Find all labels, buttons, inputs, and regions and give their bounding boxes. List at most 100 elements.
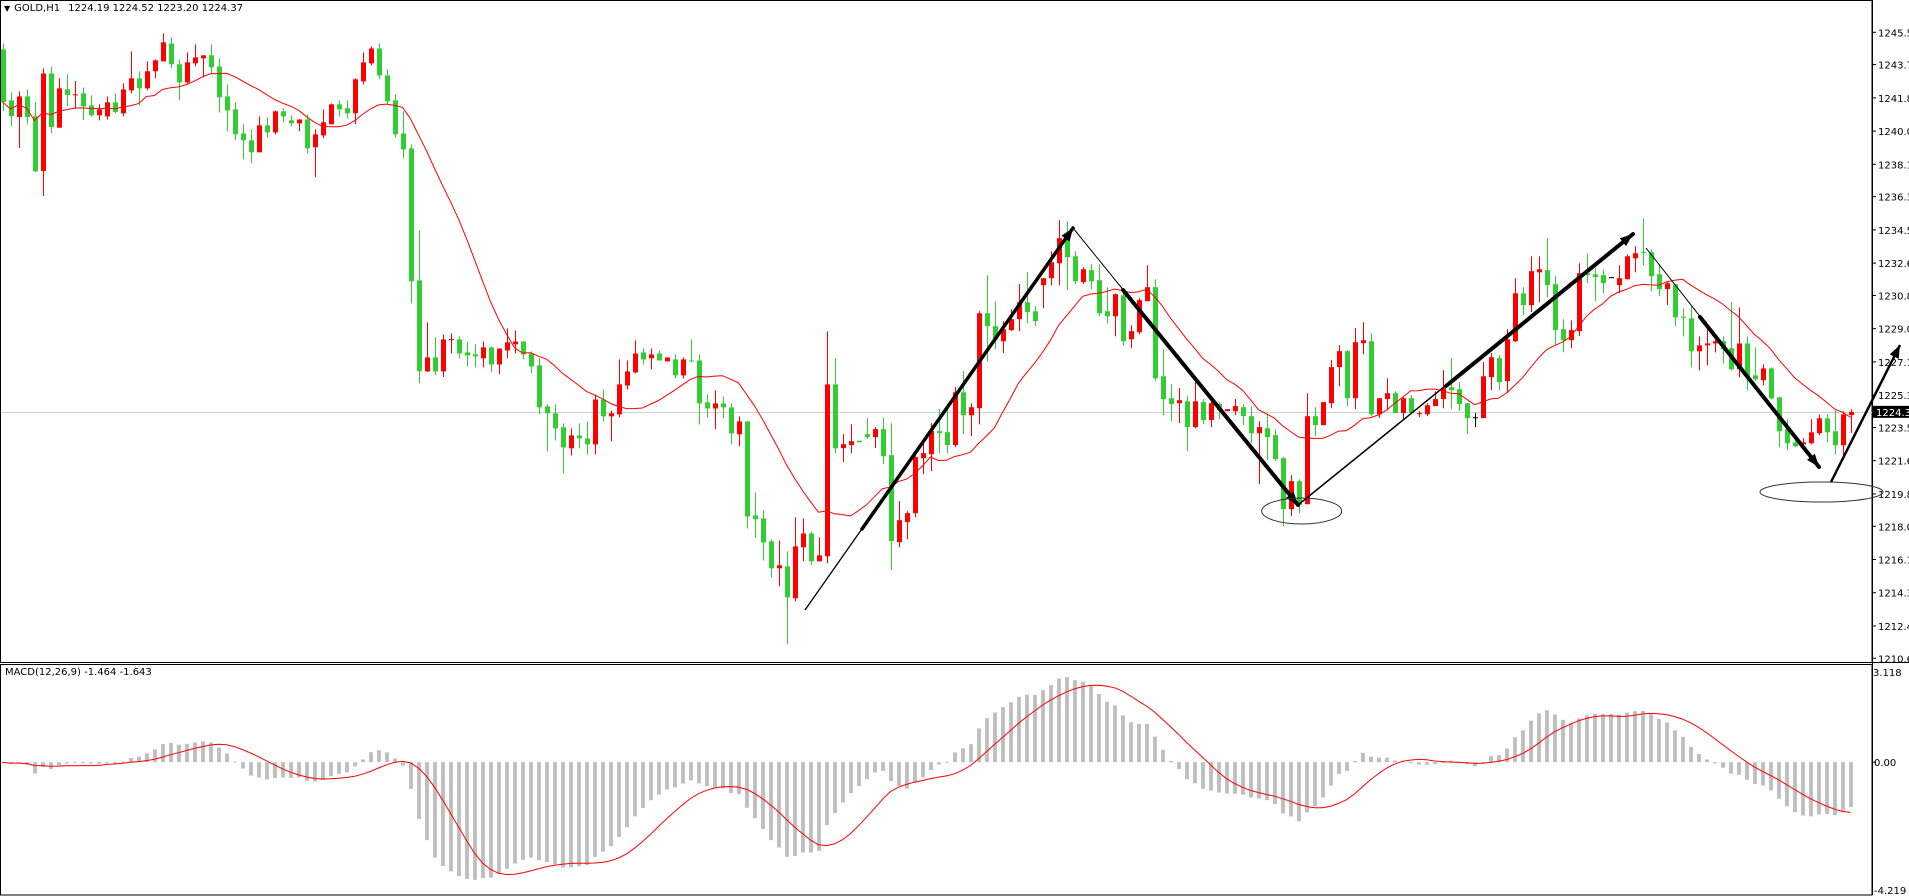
price-axis-label: 1221.65 [1878, 457, 1909, 468]
candle-body [985, 313, 990, 327]
macd-bar [1761, 762, 1765, 786]
candle-body [993, 326, 998, 340]
candle [1345, 350, 1350, 407]
candle-body [233, 109, 238, 135]
macd-bar [1681, 736, 1685, 763]
candle-body [1513, 293, 1518, 342]
candle-body [1793, 442, 1798, 447]
candle [1361, 322, 1366, 355]
triangle-down-icon[interactable]: ▼ [4, 4, 11, 13]
macd-bar [1817, 762, 1821, 815]
candle [745, 421, 750, 529]
candle [1641, 218, 1646, 266]
candle-wick [451, 333, 452, 354]
macd-bar [193, 742, 197, 763]
candle-body [705, 402, 710, 409]
macd-bar [1417, 762, 1421, 765]
macd-bar [1649, 714, 1653, 763]
candle-body [1137, 300, 1142, 333]
candle-body [673, 359, 678, 376]
candle-wick [1715, 337, 1716, 353]
candle-body [513, 341, 518, 345]
candle [377, 43, 382, 80]
candle-body [1001, 329, 1006, 342]
candle [1185, 396, 1190, 452]
candle-body [289, 120, 294, 124]
ohlc-label: 1224.19 1224.52 1223.20 1224.37 [68, 3, 244, 14]
macd-bar [1001, 707, 1005, 763]
macd-bar [353, 762, 357, 767]
candle-wick [1435, 391, 1436, 407]
candle [969, 403, 974, 437]
candle-body [353, 79, 358, 114]
price-axis-label: 1214.30 [1878, 589, 1909, 600]
macd-bar [1425, 762, 1429, 765]
candle-body [729, 407, 734, 434]
macd-bar [217, 747, 221, 763]
candle-wick [1467, 403, 1468, 435]
candle-body [585, 438, 590, 445]
candle-body [145, 71, 150, 89]
macd-bar [1497, 755, 1501, 763]
candle [193, 44, 198, 67]
candle-body [921, 453, 926, 459]
candle-body [777, 565, 782, 569]
candle [273, 110, 278, 135]
macd-bar [1169, 760, 1173, 763]
candle-body [1489, 357, 1494, 378]
macd-bar [705, 762, 709, 787]
candle [385, 69, 390, 105]
macd-bar [1025, 694, 1029, 763]
arrow-line-thick [1698, 315, 1821, 469]
macd-bar [241, 762, 245, 769]
macd-bar [1257, 762, 1261, 799]
macd-bar [1097, 694, 1101, 763]
candle-body [1689, 318, 1694, 352]
candle [1825, 414, 1830, 443]
macd-bar [1673, 730, 1677, 763]
candle [497, 348, 502, 375]
candle [425, 322, 430, 372]
macd-bar [1713, 762, 1717, 764]
candle [1025, 272, 1030, 324]
macd-bar [1369, 756, 1373, 763]
macd-bar [617, 762, 621, 837]
candle-wick [547, 404, 548, 452]
candle-body [905, 513, 910, 523]
macd-bar [1721, 762, 1725, 768]
candle [1017, 284, 1022, 332]
candle-wick [1043, 278, 1044, 309]
candle [761, 510, 766, 561]
candle-body [809, 533, 814, 562]
candle [1113, 293, 1118, 337]
macd-bar [1577, 718, 1581, 763]
candle-body [465, 352, 470, 356]
candle-body [209, 55, 214, 68]
candle-body [1433, 399, 1438, 407]
candle-body [137, 78, 142, 89]
candle-body [1577, 273, 1582, 332]
macd-bar [785, 762, 789, 857]
arrowhead-icon [1889, 345, 1900, 359]
candle-body [553, 413, 558, 429]
macd-bar [729, 762, 733, 793]
macd-bar [993, 712, 997, 763]
candle [1433, 391, 1438, 407]
candle [529, 351, 534, 374]
macd-bar [1345, 762, 1349, 771]
macd-bar [833, 762, 837, 814]
candle-body [1273, 435, 1278, 460]
candle-body [1769, 368, 1774, 399]
candle-body [665, 357, 670, 362]
macd-bar [1265, 762, 1269, 801]
macd-bar [1561, 719, 1565, 763]
candle-body [185, 62, 190, 83]
candle [345, 100, 350, 119]
macd-bar [921, 762, 925, 778]
macd-label: MACD(12,26,9) -1.464 -1.643 [5, 667, 152, 678]
macd-bar [121, 761, 125, 763]
macd-bar [49, 762, 53, 770]
candle-wick [19, 91, 20, 148]
candle-body [1033, 311, 1038, 322]
